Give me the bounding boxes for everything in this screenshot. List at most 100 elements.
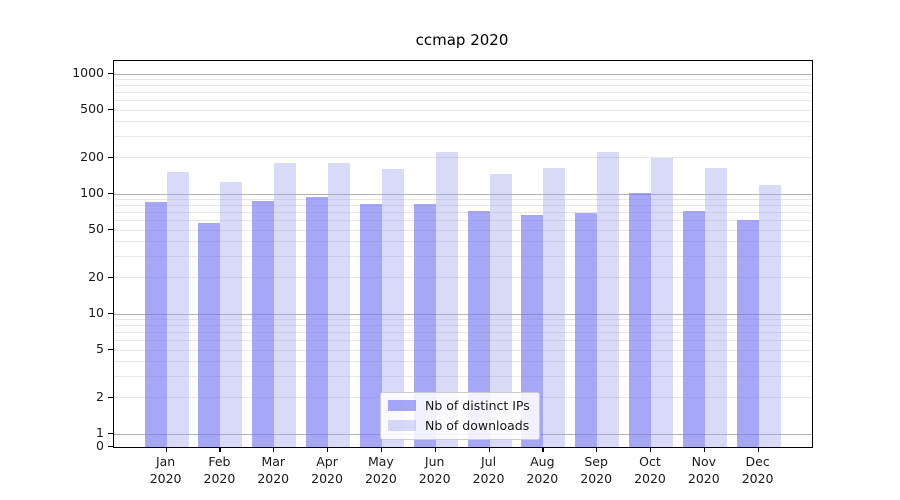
gridline-minor-50 <box>114 229 812 231</box>
gridline-minor-5 <box>114 349 812 351</box>
gridline-minor-600 <box>114 100 812 102</box>
x-tick-label-sep: Sep 2020 <box>580 454 613 486</box>
y-tick-label-0: 0 <box>96 438 104 453</box>
y-tick-mark-0 <box>108 446 113 448</box>
x-tick-mark-dec <box>757 448 759 452</box>
gridline-minor-30 <box>114 256 812 258</box>
x-tick-label-jul: Jul 2020 <box>472 454 505 486</box>
x-tick-label-feb: Feb 2020 <box>203 454 236 486</box>
gridline-major-1000 <box>114 73 812 75</box>
gridline-minor-6 <box>114 340 812 342</box>
y-tick-mark-20 <box>108 276 113 279</box>
x-tick-label-aug: Aug 2020 <box>526 454 559 486</box>
y-tick-mark-1000 <box>108 73 113 75</box>
y-tick-mark-500 <box>108 109 113 111</box>
y-tick-mark-50 <box>108 229 113 231</box>
legend-swatch-distinct-ips <box>388 400 416 411</box>
x-tick-label-apr: Apr 2020 <box>311 454 343 486</box>
y-tick-label-500: 500 <box>80 101 104 117</box>
gridline-major-10 <box>114 313 812 315</box>
x-tick-label-may: May 2020 <box>364 454 397 486</box>
bar-downloads-aug <box>543 167 566 447</box>
gridline-minor-8 <box>114 325 812 327</box>
bar-downloads-mar <box>274 162 297 447</box>
y-tick-mark-5 <box>108 349 113 351</box>
bar-distinct-ips-may <box>359 203 382 447</box>
x-tick-mark-sep <box>596 448 598 452</box>
bar-downloads-jun <box>435 152 458 447</box>
gridline-minor-300 <box>114 136 812 138</box>
y-tick-mark-2 <box>108 396 113 399</box>
legend: Nb of distinct IPs Nb of downloads <box>380 392 540 440</box>
x-tick-mark-oct <box>649 448 652 452</box>
bar-distinct-ips-aug <box>521 214 544 447</box>
bar-downloads-jan <box>166 171 189 447</box>
gridline-major-100 <box>114 193 812 195</box>
y-tick-label-20: 20 <box>88 268 104 284</box>
y-tick-label-5: 5 <box>96 341 104 357</box>
x-tick-label-oct: Oct 2020 <box>634 454 666 486</box>
gridline-minor-700 <box>114 92 812 94</box>
y-tick-mark-200 <box>108 156 113 159</box>
y-tick-label-200: 200 <box>80 148 104 164</box>
gridline-minor-90 <box>114 198 812 200</box>
x-tick-mark-jul <box>488 448 490 452</box>
y-tick-label-100: 100 <box>80 185 104 200</box>
bar-distinct-ips-sep <box>575 212 598 447</box>
bar-distinct-ips-dec <box>736 219 759 447</box>
y-tick-mark-10 <box>108 313 113 315</box>
bar-downloads-jul <box>489 173 512 447</box>
x-tick-mark-jan <box>165 448 167 452</box>
gridline-minor-60 <box>114 220 812 222</box>
bar-downloads-feb <box>220 182 243 447</box>
bar-downloads-sep <box>597 152 620 447</box>
legend-item-downloads: Nb of downloads <box>388 418 530 433</box>
bar-downloads-nov <box>704 167 727 447</box>
x-tick-mark-aug <box>542 448 544 452</box>
gridline-minor-400 <box>114 121 812 123</box>
x-tick-label-dec: Dec 2020 <box>741 454 774 486</box>
y-tick-mark-100 <box>108 193 113 195</box>
gridline-minor-500 <box>114 109 812 111</box>
x-tick-mark-may <box>380 448 383 452</box>
x-tick-mark-mar <box>273 448 275 452</box>
gridline-minor-200 <box>114 157 812 159</box>
y-tick-mark-1 <box>108 433 113 435</box>
x-tick-mark-feb <box>219 448 221 452</box>
bar-distinct-ips-nov <box>682 211 705 447</box>
bar-downloads-oct <box>650 157 673 447</box>
legend-label-distinct-ips: Nb of distinct IPs <box>425 398 530 413</box>
gridline-minor-9 <box>114 318 812 320</box>
legend-item-distinct-ips: Nb of distinct IPs <box>388 398 530 413</box>
y-tick-label-1000: 1000 <box>72 65 104 80</box>
bar-downloads-apr <box>328 162 351 447</box>
chart-title: ccmap 2020 <box>415 31 509 49</box>
gridline-minor-80 <box>114 205 812 207</box>
x-tick-label-jan: Jan 2020 <box>149 454 182 486</box>
x-tick-label-mar: Mar 2020 <box>257 454 290 486</box>
gridline-minor-40 <box>114 241 812 243</box>
bar-distinct-ips-jun <box>413 203 436 447</box>
gridline-minor-800 <box>114 85 812 87</box>
bar-distinct-ips-mar <box>252 201 275 447</box>
y-tick-label-1: 1 <box>96 425 104 440</box>
x-tick-mark-apr <box>327 448 329 452</box>
gridline-minor-4 <box>114 361 812 363</box>
gridline-minor-900 <box>114 78 812 80</box>
gridline-minor-70 <box>114 212 812 214</box>
y-tick-label-2: 2 <box>96 388 104 404</box>
bar-distinct-ips-apr <box>306 197 329 447</box>
x-tick-mark-jun <box>434 448 436 452</box>
plot-area <box>113 60 813 448</box>
gridline-minor-7 <box>114 332 812 334</box>
legend-label-downloads: Nb of downloads <box>425 418 530 433</box>
bar-downloads-may <box>381 168 404 447</box>
gridline-minor-20 <box>114 277 812 279</box>
x-tick-label-jun: Jun 2020 <box>418 454 451 486</box>
bar-distinct-ips-jan <box>144 202 167 447</box>
x-tick-mark-nov <box>703 448 705 452</box>
x-tick-label-nov: Nov 2020 <box>687 454 720 486</box>
y-tick-label-10: 10 <box>88 305 104 320</box>
legend-swatch-downloads <box>388 420 416 431</box>
